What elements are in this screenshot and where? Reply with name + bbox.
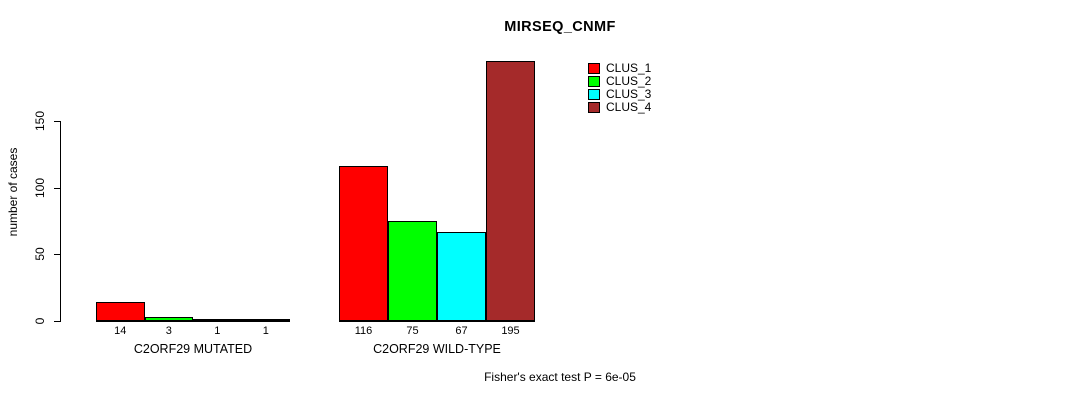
bar-c2orf29-wild-type-clus_4 (486, 61, 535, 321)
bar-value-label: 1 (262, 325, 269, 337)
legend-swatch (588, 88, 600, 100)
bar-value-label: 67 (455, 325, 468, 337)
bar-value-label: 14 (114, 325, 127, 337)
y-tick (54, 321, 60, 322)
bar-value-label: 75 (406, 325, 419, 337)
bar-c2orf29-mutated-clus_2 (144, 317, 193, 321)
y-tick (54, 121, 60, 122)
group-label: C2ORF29 WILD-TYPE (373, 342, 501, 356)
y-tick (54, 188, 60, 189)
y-tick-label: 150 (33, 110, 47, 132)
bar-c2orf29-wild-type-clus_1 (339, 166, 388, 321)
legend-swatch (588, 75, 600, 87)
y-tick-label: 0 (33, 317, 47, 325)
legend-label: CLUS_1 (606, 61, 652, 75)
bar-c2orf29-wild-type-clus_3 (437, 231, 486, 321)
legend-item: CLUS_1 (588, 62, 651, 74)
legend-label: CLUS_2 (606, 74, 652, 88)
legend-item: CLUS_2 (588, 75, 651, 87)
bar-c2orf29-mutated-clus_4 (241, 319, 290, 321)
legend-label: CLUS_4 (606, 100, 652, 114)
bar-value-label: 116 (354, 325, 373, 337)
chart-title: MIRSEQ_CNMF (504, 19, 616, 35)
group-baseline (96, 320, 290, 322)
legend: CLUS_1 CLUS_2 CLUS_3 CLUS_4 (588, 62, 651, 113)
bar-c2orf29-wild-type-clus_2 (388, 221, 437, 321)
group-label: C2ORF29 MUTATED (133, 342, 253, 356)
fisher-test-annotation: Fisher's exact test P = 6e-05 (484, 370, 636, 384)
bar-c2orf29-mutated-clus_1 (96, 302, 145, 321)
bar-value-label: 1 (214, 325, 221, 337)
y-tick-label: 50 (33, 247, 47, 261)
y-axis-line (60, 121, 61, 322)
legend-swatch (588, 62, 600, 74)
legend-label: CLUS_3 (606, 87, 652, 101)
y-tick (54, 254, 60, 255)
y-tick-label: 100 (33, 177, 47, 199)
legend-item: CLUS_3 (588, 88, 651, 100)
legend-swatch (588, 101, 600, 113)
group-baseline (339, 320, 535, 322)
bar-value-label: 195 (501, 325, 520, 337)
legend-item: CLUS_4 (588, 101, 651, 113)
bar-c2orf29-mutated-clus_3 (193, 319, 242, 321)
y-axis-title: number of cases (6, 147, 20, 237)
bar-value-label: 3 (165, 325, 172, 337)
